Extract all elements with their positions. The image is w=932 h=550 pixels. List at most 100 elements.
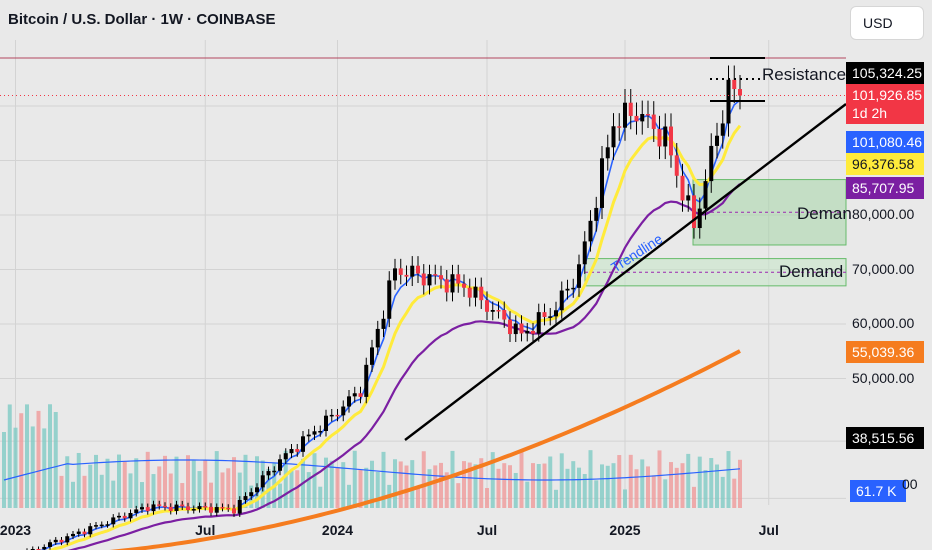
candle (398, 258, 403, 285)
volume-bar (122, 461, 127, 508)
candle-body (312, 431, 317, 435)
volume-bar (117, 454, 121, 508)
candle (232, 504, 236, 517)
candle-body (720, 123, 725, 136)
candle-body (341, 406, 346, 416)
candle-body (646, 114, 650, 116)
resistance-label[interactable]: Resistance (762, 65, 847, 84)
candle-body (318, 431, 323, 433)
candle-body (232, 508, 236, 514)
candle (738, 74, 742, 110)
candle (651, 101, 656, 142)
volume-bar (657, 450, 662, 508)
candle-body (358, 393, 363, 397)
candle-body (657, 128, 662, 147)
volume-bar (324, 457, 328, 508)
candle-body (249, 492, 254, 497)
candle-body (692, 195, 696, 229)
candle-body (502, 310, 507, 320)
candle-body (375, 328, 380, 348)
volume-bar (255, 456, 259, 508)
candle (600, 145, 604, 220)
candle-body (496, 309, 501, 312)
volume-bar (663, 479, 668, 508)
volume-bar (88, 464, 93, 508)
candle-body (128, 512, 133, 519)
candle (508, 311, 512, 342)
volume-bar (36, 410, 41, 508)
volume-bar (485, 488, 489, 508)
candle (686, 183, 691, 212)
volume-bar (2, 432, 6, 508)
volume-bar (594, 480, 599, 508)
candle-body (444, 279, 449, 293)
candle-body (88, 526, 93, 535)
volume-ma-line (3, 459, 741, 481)
volume-bar (686, 453, 691, 508)
volume-bar (30, 426, 35, 508)
candle (709, 133, 714, 193)
candle-body (203, 506, 208, 508)
candle-body (272, 470, 277, 473)
time-tick-label: 2023 (0, 522, 32, 538)
volume-bar (536, 464, 541, 508)
time-tick-label: Jul (195, 522, 216, 538)
candle-body (329, 414, 334, 417)
candle (128, 509, 133, 522)
candle (531, 322, 535, 342)
candle (36, 546, 41, 550)
candle (301, 430, 305, 457)
candle-body (134, 509, 139, 513)
candle-body (680, 175, 685, 201)
volume-bar (398, 461, 403, 508)
price-label-ema-blue: 101,080.46 (846, 131, 924, 153)
volume-bar (444, 472, 449, 508)
price-label-last: 101,926.85 1d 2h (846, 84, 924, 124)
candle (99, 521, 104, 529)
volume-bar (358, 469, 363, 508)
candle (485, 291, 489, 321)
candle (490, 301, 495, 321)
candle (220, 503, 225, 512)
volume-bar (565, 468, 570, 508)
candle (122, 512, 127, 522)
candle-body (220, 507, 225, 509)
candle (513, 315, 518, 342)
candle (329, 409, 334, 422)
candle (157, 500, 162, 510)
volume-bar (19, 413, 24, 508)
volume-bar (306, 472, 311, 508)
candle (341, 400, 346, 422)
volume-bar (617, 455, 622, 508)
volume-bar (347, 484, 351, 508)
candle (663, 113, 668, 160)
candle (502, 301, 507, 328)
candle-body (94, 525, 98, 527)
price-tick-label: 50,000.00 (852, 369, 915, 386)
candle (42, 544, 47, 550)
candle-body (439, 275, 443, 280)
candle-body (65, 536, 70, 543)
volume-bar (128, 473, 133, 508)
candle (191, 505, 196, 514)
candle-body (674, 155, 679, 176)
candle (306, 429, 311, 442)
candle (347, 390, 351, 413)
candle (358, 386, 363, 404)
candle (439, 265, 443, 289)
candle (715, 122, 719, 159)
currency-button[interactable]: USD (850, 6, 924, 40)
volume-bar (479, 458, 484, 508)
candle (260, 470, 265, 492)
candle (48, 539, 52, 550)
candle (692, 183, 696, 239)
candle (375, 320, 380, 356)
candle (519, 315, 524, 342)
candle-body (490, 309, 495, 312)
volume-bar (623, 489, 627, 508)
demand-lower-label[interactable]: Demand (779, 262, 844, 281)
volume-bar (628, 454, 633, 508)
volume-bar (352, 450, 357, 508)
demand-upper-label[interactable]: Deman (797, 204, 852, 223)
